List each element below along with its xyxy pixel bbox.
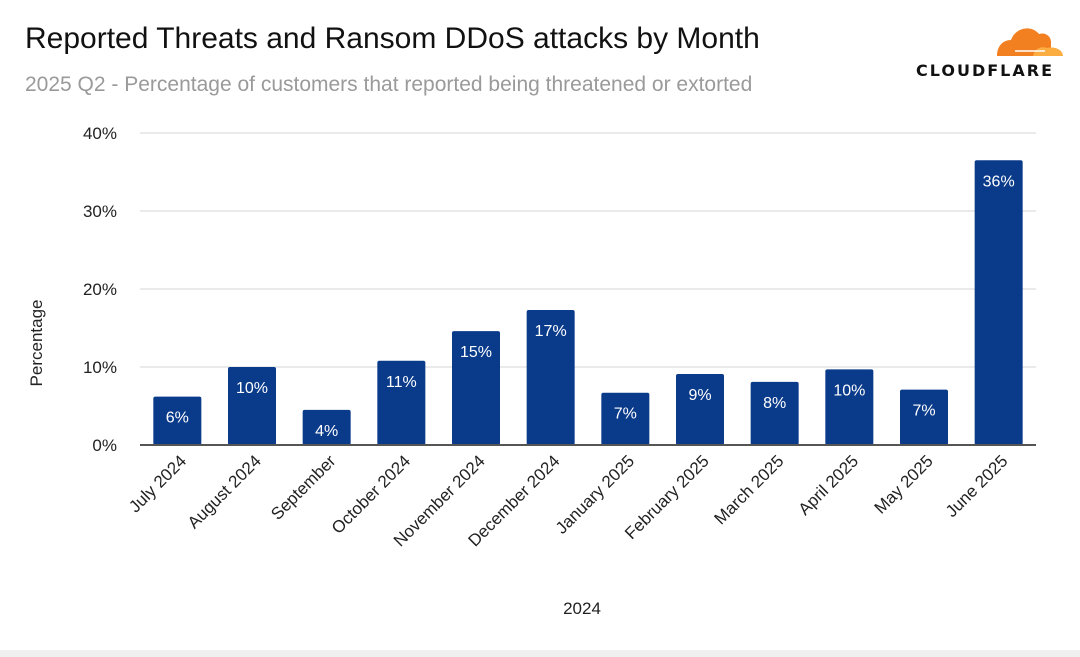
x-tick-label: March 2025 — [711, 451, 788, 528]
x-tick-label: August 2024 — [184, 451, 265, 532]
bar — [676, 374, 724, 445]
y-tick-label: 30% — [83, 202, 117, 221]
bar — [228, 367, 276, 445]
data-label: 8% — [763, 395, 786, 412]
y-tick-label: 40% — [83, 124, 117, 143]
bar — [750, 381, 799, 445]
data-label: 15% — [460, 344, 492, 361]
data-label: 6% — [166, 410, 189, 427]
x-tick-label: September — [267, 451, 339, 523]
bar — [526, 310, 575, 445]
bottom-strip — [0, 650, 1080, 657]
x-tick-label: June 2025 — [942, 451, 1012, 521]
data-label: 11% — [386, 374, 417, 391]
x-tick-label: May 2025 — [871, 451, 937, 517]
cloudflare-logo: CLOUDFLARE — [916, 28, 1063, 80]
y-tick-label: 10% — [83, 358, 117, 377]
chart-title: Reported Threats and Ransom DDoS attacks… — [25, 22, 760, 55]
chart-subtitle: 2025 Q2 - Percentage of customers that r… — [25, 73, 753, 96]
bar — [153, 396, 202, 445]
bar — [452, 331, 500, 445]
x-tick-label: July 2024 — [125, 451, 190, 516]
x-axis-title: 2024 — [563, 599, 601, 618]
data-label: 10% — [833, 382, 865, 399]
x-tick-label: April 2025 — [795, 451, 863, 519]
data-label: 36% — [983, 173, 1015, 190]
bar — [825, 369, 874, 445]
y-tick-label: 0% — [92, 436, 117, 455]
bar — [601, 392, 650, 445]
bar — [900, 389, 948, 445]
y-axis-title: Percentage — [27, 300, 46, 387]
y-tick-label: 20% — [83, 280, 117, 299]
data-label: 4% — [315, 423, 338, 440]
bar — [377, 360, 426, 445]
data-label: 7% — [614, 406, 637, 423]
svg-text:CLOUDFLARE: CLOUDFLARE — [916, 61, 1054, 80]
data-label: 17% — [535, 323, 567, 340]
data-label: 7% — [912, 403, 935, 420]
data-label: 9% — [688, 387, 711, 404]
bar — [974, 160, 1023, 446]
data-label: 10% — [236, 380, 268, 397]
bar — [302, 409, 351, 445]
